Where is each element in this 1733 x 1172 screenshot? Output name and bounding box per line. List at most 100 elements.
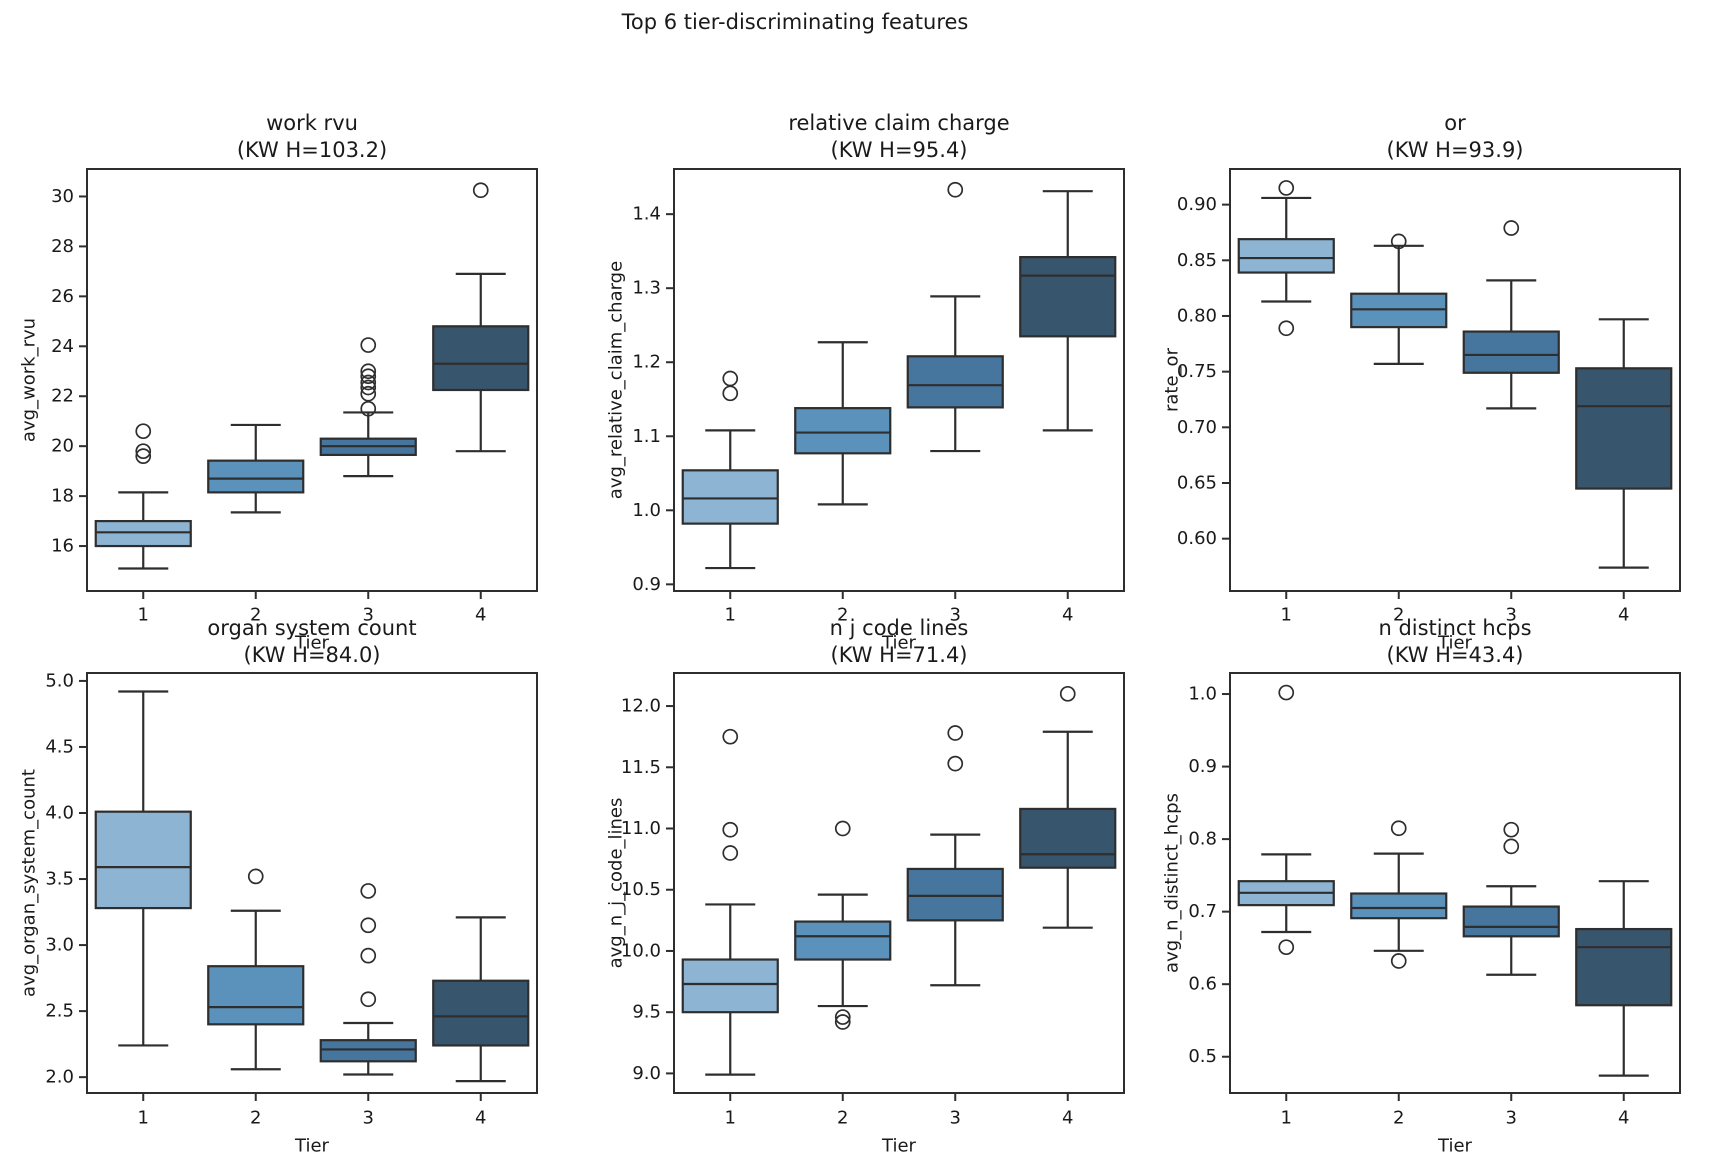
iqr-box — [681, 958, 779, 1014]
iqr-box — [207, 459, 305, 494]
y-tick-label: 0.9 — [1188, 756, 1217, 777]
y-tick-label: 9.5 — [632, 1002, 661, 1023]
axes-frame — [86, 168, 538, 592]
y-tick-label: 3.5 — [45, 869, 74, 890]
iqr-box — [1462, 330, 1560, 374]
y-tick-label: 0.90 — [1177, 194, 1217, 215]
outlier-point — [360, 400, 377, 417]
outlier-point — [135, 443, 152, 460]
iqr-box — [906, 867, 1004, 922]
y-tick-label: 0.8 — [1188, 829, 1217, 850]
x-tick-label: 3 — [950, 1108, 961, 1129]
boxplot-tier-2 — [794, 341, 892, 506]
iqr-box — [319, 1039, 417, 1063]
x-axis-label: Tier — [1437, 633, 1473, 654]
subplot-relative-claim-charge: relative claim charge (KW H=95.4) 0.9 1.0 1.… — [606, 111, 1125, 654]
boxplot-tier-3 — [906, 181, 1004, 453]
outlier-point — [834, 1014, 851, 1030]
outlier-point — [360, 368, 377, 385]
y-tick-label: 1.3 — [632, 278, 661, 299]
x-tick-label: 1 — [725, 605, 736, 626]
y-tick-label: 0.80 — [1177, 305, 1217, 326]
outlier-point — [722, 385, 739, 402]
iqr-box — [1350, 892, 1448, 920]
subplot-title: work rvu — [266, 111, 358, 135]
y-axis-label: avg_n_distinct_hcps — [1162, 793, 1183, 973]
x-tick-label: 4 — [1062, 1108, 1073, 1129]
boxplot-tier-3 — [906, 725, 1004, 987]
outlier-point — [1278, 939, 1295, 956]
subplot-title: or — [1444, 111, 1466, 135]
y-tick-label: 16 — [51, 536, 74, 557]
y-tick-label: 10.0 — [621, 940, 661, 961]
y-tick-label: 0.5 — [1188, 1046, 1217, 1067]
subplot-title: n j code lines — [830, 616, 969, 640]
x-tick-label: 2 — [1393, 1108, 1404, 1129]
outlier-point — [1390, 233, 1407, 250]
y-tick-label: 2.0 — [45, 1067, 74, 1088]
y-tick-label: 1.2 — [632, 352, 661, 373]
y-tick-label: 9.0 — [632, 1063, 661, 1084]
boxplot-tier-4 — [432, 182, 530, 453]
boxplot-tier-3 — [319, 337, 417, 478]
outlier-point — [360, 917, 377, 934]
boxplot-tier-4 — [1575, 318, 1673, 569]
iqr-box — [1019, 807, 1117, 869]
y-tick-label: 0.60 — [1177, 528, 1217, 549]
outlier-point — [360, 947, 377, 964]
x-axis-label: Tier — [294, 633, 330, 654]
boxplot-tier-1 — [1237, 684, 1335, 956]
boxplot-tier-4 — [1575, 880, 1673, 1077]
outlier-point — [360, 385, 377, 402]
y-tick-label: 1.4 — [632, 204, 661, 225]
boxplot-tier-2 — [207, 423, 305, 514]
iqr-box — [794, 920, 892, 961]
x-tick-label: 3 — [363, 1108, 374, 1129]
axes-frame — [673, 168, 1125, 592]
y-tick-label: 0.75 — [1177, 361, 1217, 382]
subplot-subtitle-kw: (KW H=95.4) — [831, 138, 968, 162]
y-tick-label: 0.7 — [1188, 901, 1217, 922]
y-tick-label: 12.0 — [621, 696, 661, 717]
y-tick-label: 28 — [51, 236, 74, 257]
subplot-organ-system-count: organ system count (KW H=84.0) 2.0 2.5 3.0 3.… — [19, 616, 538, 1157]
iqr-box — [1237, 238, 1335, 274]
outlier-point — [722, 370, 739, 387]
y-tick-label: 1.1 — [632, 426, 661, 447]
boxplot-tier-3 — [319, 883, 417, 1076]
x-tick-label: 4 — [1062, 605, 1073, 626]
y-tick-label: 30 — [51, 186, 74, 207]
axes-frame — [1229, 168, 1681, 592]
outlier-point — [722, 728, 739, 745]
iqr-box — [1019, 256, 1117, 338]
subplot-title: n distinct hcps — [1378, 616, 1531, 640]
iqr-box — [432, 979, 530, 1047]
boxplot-tier-1 — [94, 690, 192, 1047]
subplot-title: organ system count — [207, 616, 416, 640]
boxplot-tier-1 — [1237, 180, 1335, 337]
y-tick-label: 24 — [51, 336, 74, 357]
subplot-subtitle-kw: (KW H=71.4) — [831, 643, 968, 667]
x-tick-label: 4 — [475, 605, 486, 626]
y-tick-label: 1.0 — [1188, 684, 1217, 705]
outlier-point — [947, 181, 964, 198]
axes-frame — [673, 672, 1125, 1094]
boxplot-tier-3 — [1462, 220, 1560, 410]
x-tick-label: 1 — [138, 605, 149, 626]
outlier-point — [360, 379, 377, 396]
y-tick-label: 0.6 — [1188, 974, 1217, 995]
outlier-point — [1278, 180, 1295, 196]
boxplot-tier-4 — [432, 916, 530, 1083]
y-tick-label: 0.9 — [632, 574, 661, 595]
x-tick-label: 2 — [1393, 605, 1404, 626]
x-tick-label: 1 — [725, 1108, 736, 1129]
iqr-box — [94, 519, 192, 548]
outlier-point — [360, 883, 377, 899]
iqr-box — [1575, 927, 1673, 1007]
x-tick-label: 1 — [1281, 605, 1292, 626]
subplot-subtitle-kw: (KW H=103.2) — [237, 138, 387, 162]
boxplot-tier-1 — [681, 370, 779, 570]
y-axis-label: avg_n_j_code_lines — [606, 798, 627, 969]
outlier-point — [722, 821, 739, 838]
